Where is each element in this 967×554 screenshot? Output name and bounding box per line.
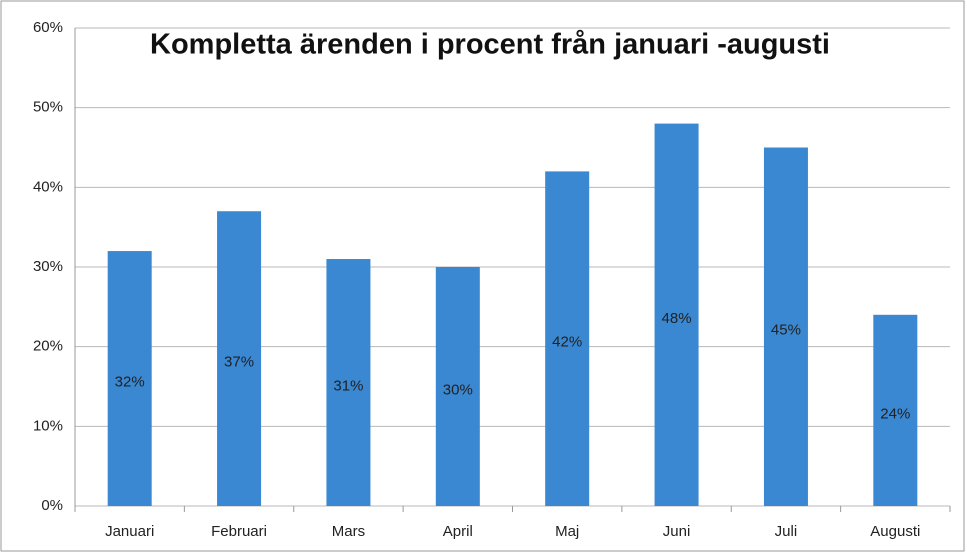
x-tick-label: Februari xyxy=(211,523,267,540)
data-label: 42% xyxy=(552,334,582,351)
x-tick-label: Mars xyxy=(332,523,365,540)
data-label: 45% xyxy=(771,322,801,339)
x-tick-label: Juli xyxy=(775,523,798,540)
y-tick-label: 50% xyxy=(33,99,63,116)
x-tick-label: Maj xyxy=(555,523,579,540)
x-tick-label: Augusti xyxy=(870,523,920,540)
bar xyxy=(326,259,371,506)
x-tick-label: Juni xyxy=(663,523,691,540)
bar xyxy=(763,147,808,506)
bar xyxy=(545,171,590,506)
bar xyxy=(435,267,480,506)
data-label: 32% xyxy=(115,374,145,391)
bar xyxy=(217,211,262,506)
bar xyxy=(654,123,699,506)
y-tick-label: 20% xyxy=(33,338,63,355)
y-tick-label: 40% xyxy=(33,178,63,195)
bar xyxy=(107,251,152,506)
y-tick-label: 10% xyxy=(33,417,63,434)
y-tick-label: 0% xyxy=(41,497,63,514)
x-tick-label: Januari xyxy=(105,523,154,540)
bar xyxy=(873,314,918,506)
data-label: 30% xyxy=(443,381,473,398)
data-label: 24% xyxy=(880,405,910,422)
data-label: 31% xyxy=(333,377,363,394)
data-label: 37% xyxy=(224,354,254,371)
y-tick-label: 30% xyxy=(33,258,63,275)
chart-title: Kompletta ärenden i procent från januari… xyxy=(150,29,830,61)
y-tick-label: 60% xyxy=(33,19,63,36)
data-label: 48% xyxy=(662,310,692,327)
x-tick-label: April xyxy=(443,523,473,540)
